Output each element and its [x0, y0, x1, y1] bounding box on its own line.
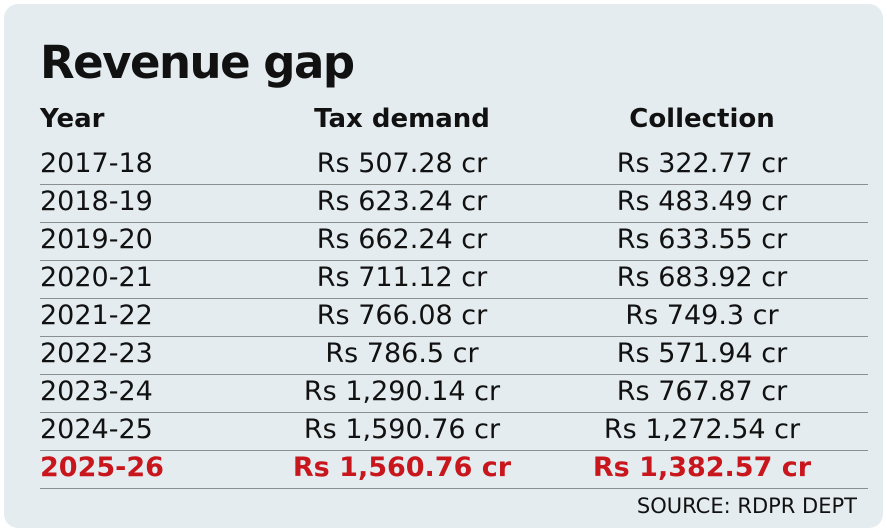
cell-year: 2022-23 — [40, 338, 153, 369]
cell-year: 2023-24 — [40, 376, 153, 407]
cell-collection: Rs 571.94 cr — [616, 338, 788, 369]
table-row: 2019-20 Rs 662.24 cr Rs 633.55 cr — [40, 222, 868, 261]
cell-year: 2020-21 — [40, 262, 153, 293]
cell-year: 2019-20 — [40, 224, 153, 255]
cell-collection: Rs 767.87 cr — [616, 376, 788, 407]
cell-year: 2017-18 — [40, 148, 153, 179]
table-row: 2021-22 Rs 766.08 cr Rs 749.3 cr — [40, 298, 868, 337]
table-row: 2025-26 Rs 1,560.76 cr Rs 1,382.57 cr — [40, 450, 868, 489]
table-row: 2024-25 Rs 1,590.76 cr Rs 1,272.54 cr — [40, 412, 868, 451]
cell-tax-demand: Rs 766.08 cr — [316, 300, 488, 331]
cell-collection: Rs 1,382.57 cr — [592, 452, 812, 483]
cell-tax-demand: Rs 1,590.76 cr — [303, 414, 501, 445]
cell-collection: Rs 1,272.54 cr — [603, 414, 801, 445]
cell-tax-demand: Rs 711.12 cr — [316, 262, 488, 293]
table-row: 2017-18 Rs 507.28 cr Rs 322.77 cr — [40, 146, 868, 185]
header-collection: Collection — [629, 104, 775, 134]
cell-collection: Rs 483.49 cr — [616, 186, 788, 217]
header-year: Year — [40, 104, 105, 134]
cell-collection: Rs 322.77 cr — [616, 148, 788, 179]
cell-collection: Rs 683.92 cr — [616, 262, 788, 293]
cell-collection: Rs 633.55 cr — [616, 224, 788, 255]
cell-year: 2018-19 — [40, 186, 153, 217]
cell-tax-demand: Rs 662.24 cr — [316, 224, 488, 255]
chart-title: Revenue gap — [40, 36, 355, 89]
source-note: SOURCE: RDPR DEPT — [636, 494, 857, 518]
table-row: 2023-24 Rs 1,290.14 cr Rs 767.87 cr — [40, 374, 868, 413]
cell-tax-demand: Rs 1,560.76 cr — [292, 452, 512, 483]
cell-tax-demand: Rs 1,290.14 cr — [303, 376, 501, 407]
header-tax-demand: Tax demand — [314, 104, 490, 134]
cell-year: 2021-22 — [40, 300, 153, 331]
cell-collection: Rs 749.3 cr — [625, 300, 779, 331]
cell-tax-demand: Rs 507.28 cr — [316, 148, 488, 179]
table-row: 2018-19 Rs 623.24 cr Rs 483.49 cr — [40, 184, 868, 223]
cell-year: 2025-26 — [40, 452, 164, 483]
cell-year: 2024-25 — [40, 414, 153, 445]
table-row: 2022-23 Rs 786.5 cr Rs 571.94 cr — [40, 336, 868, 375]
cell-tax-demand: Rs 623.24 cr — [316, 186, 488, 217]
revenue-gap-card: Revenue gap Year Tax demand Collection 2… — [4, 4, 883, 528]
table-row: 2020-21 Rs 711.12 cr Rs 683.92 cr — [40, 260, 868, 299]
cell-tax-demand: Rs 786.5 cr — [325, 338, 479, 369]
